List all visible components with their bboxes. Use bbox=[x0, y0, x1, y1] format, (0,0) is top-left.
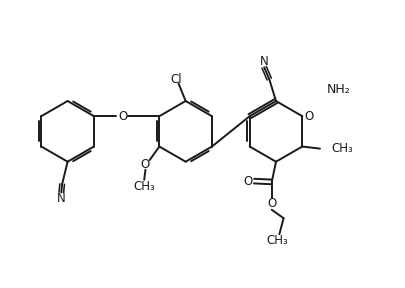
Text: CH₃: CH₃ bbox=[332, 142, 354, 155]
Text: O: O bbox=[305, 110, 314, 123]
Text: O: O bbox=[141, 158, 150, 171]
Text: O: O bbox=[119, 110, 128, 123]
Text: N: N bbox=[57, 192, 66, 205]
Text: NH₂: NH₂ bbox=[326, 83, 350, 96]
Text: CH₃: CH₃ bbox=[133, 181, 155, 194]
Text: O: O bbox=[243, 175, 253, 187]
Text: O: O bbox=[267, 197, 276, 210]
Text: N: N bbox=[260, 55, 269, 68]
Text: CH₃: CH₃ bbox=[266, 234, 288, 247]
Text: Cl: Cl bbox=[171, 73, 182, 86]
